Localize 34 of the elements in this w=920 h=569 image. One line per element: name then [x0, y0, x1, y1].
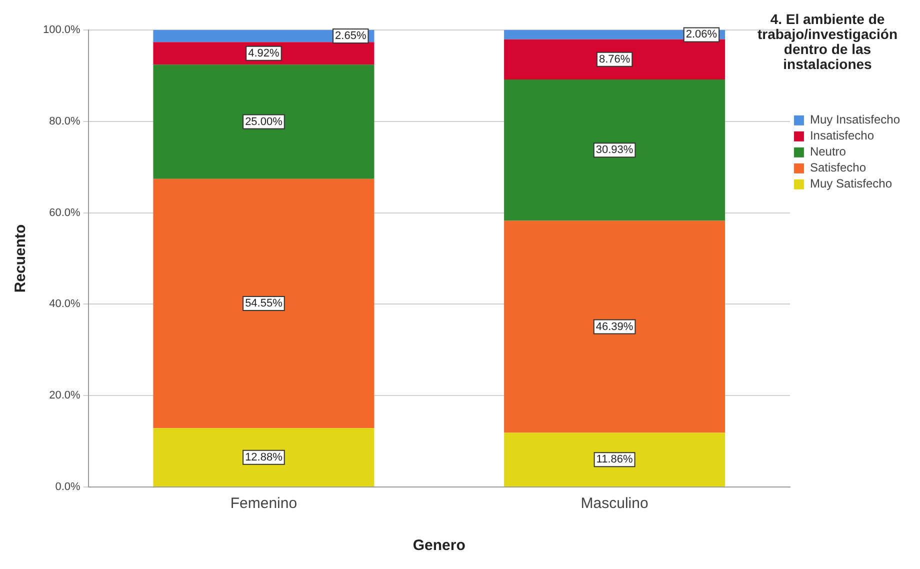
y-tick-label: 20.0% [49, 390, 81, 402]
data-label: 4.92% [248, 47, 280, 60]
data-label: 8.76% [598, 53, 630, 66]
legend-label: Satisfecho [810, 160, 866, 175]
x-tick-label: Femenino [230, 495, 298, 512]
data-label: 2.65% [335, 30, 366, 42]
data-label: 30.93% [596, 144, 634, 156]
bar [153, 64, 374, 179]
x-axis-title: Genero [412, 537, 466, 554]
legend-label: Insatisfecho [810, 128, 874, 143]
y-tick-label: 40.0% [49, 298, 81, 310]
bar [153, 428, 374, 486]
y-tick-label: 100.0% [42, 24, 81, 36]
bar [504, 432, 726, 486]
y-tick-label: 80.0% [49, 115, 81, 128]
data-label: 54.55% [245, 298, 283, 310]
data-label: 46.39% [596, 320, 634, 333]
bar [153, 42, 374, 65]
bar [504, 79, 726, 221]
y-tick-label: 0.0% [55, 481, 81, 494]
legend-label: Neutro [810, 144, 846, 159]
legend-label: Muy Insatisfecho [810, 112, 900, 127]
data-label: 12.88% [245, 451, 283, 464]
bar [153, 178, 374, 428]
data-label: 25.00% [245, 116, 283, 128]
y-axis-title: Recuento [12, 224, 30, 293]
bar [504, 220, 726, 433]
bar [504, 39, 726, 80]
y-tick-label: 60.0% [49, 206, 81, 219]
data-label: 11.86% [596, 454, 634, 466]
x-tick-label: Masculino [580, 495, 648, 512]
legend-label: Muy Satisfecho [810, 176, 892, 191]
data-label: 2.06% [686, 28, 718, 41]
legend-title: 4. El ambiente de trabajo/investigación dentro de las instalaciones [756, 11, 899, 72]
